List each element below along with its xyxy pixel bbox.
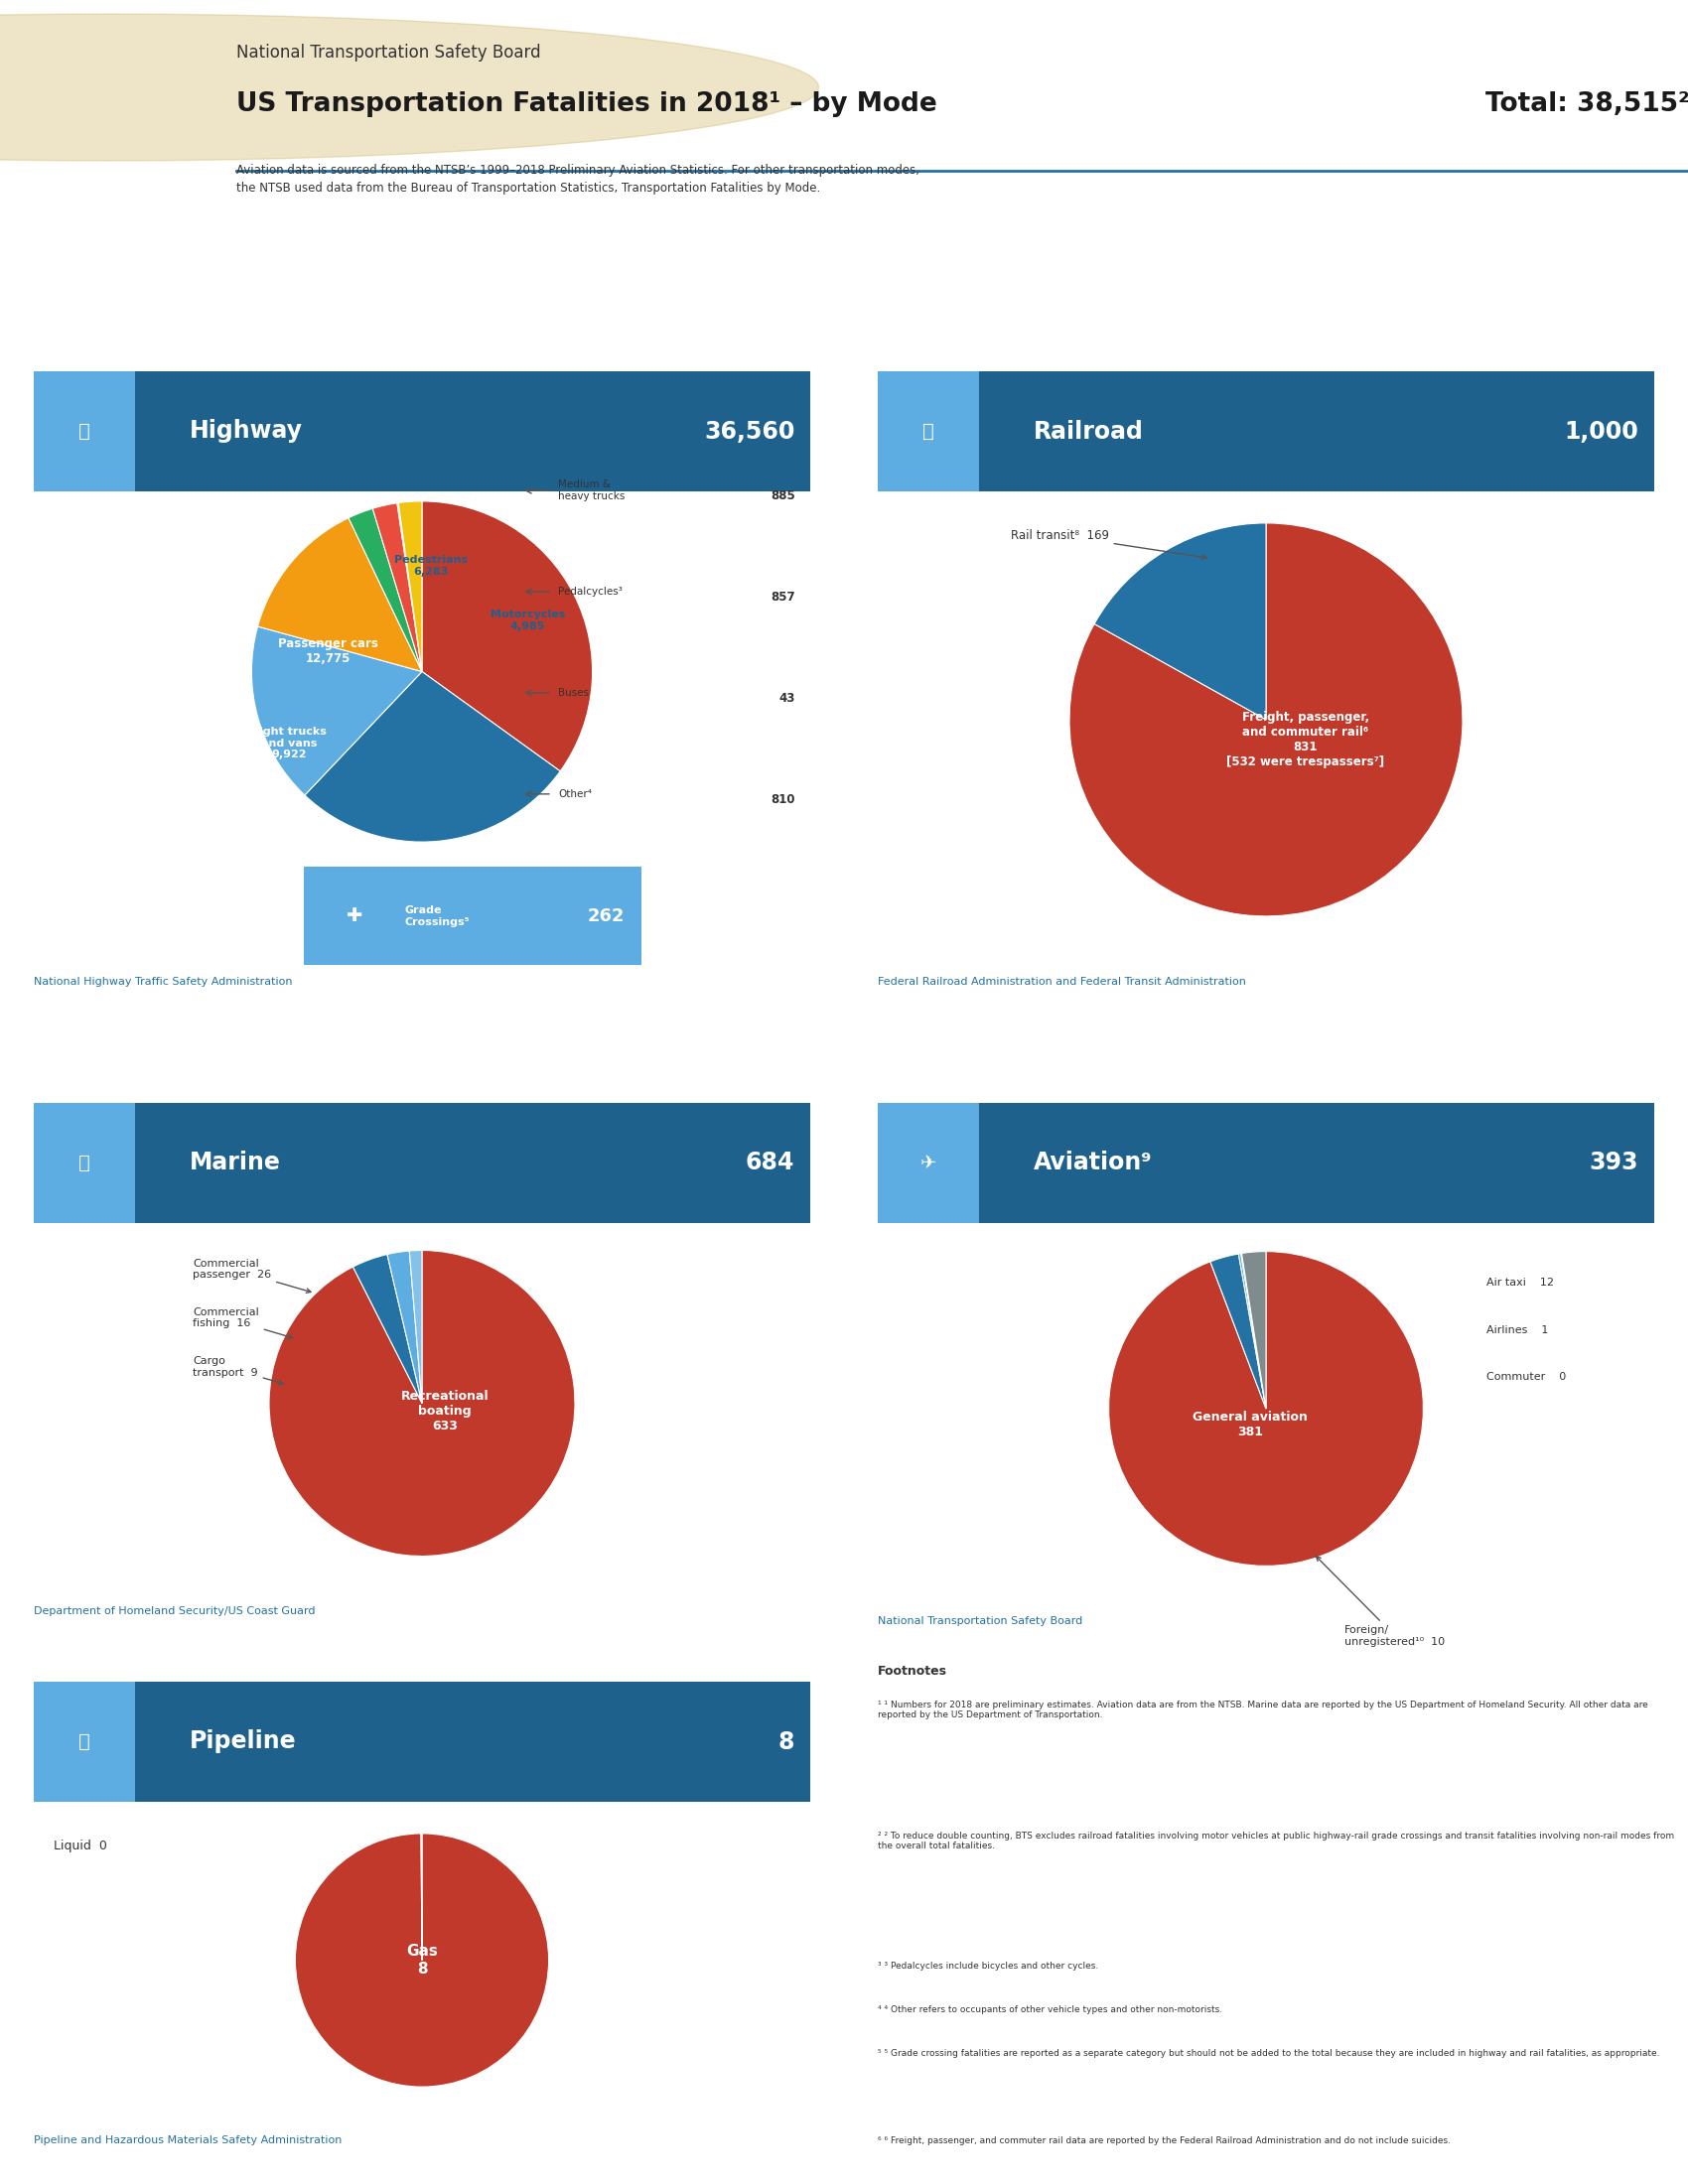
Text: Motorcycles
4,985: Motorcycles 4,985	[490, 609, 565, 631]
Text: 810: 810	[771, 793, 795, 806]
Text: Railroad: Railroad	[1033, 419, 1143, 443]
Text: 8: 8	[778, 1730, 795, 1754]
Text: ⁵ ⁵ Grade crossing fatalities are reported as a separate category but should not: ⁵ ⁵ Grade crossing fatalities are report…	[878, 2049, 1659, 2057]
FancyBboxPatch shape	[34, 1103, 135, 1223]
Text: ¹ ¹ Numbers for 2018 are preliminary estimates. Aviation data are from the NTSB.: ¹ ¹ Numbers for 2018 are preliminary est…	[878, 1699, 1647, 1719]
Text: ✈: ✈	[920, 1153, 937, 1173]
Wedge shape	[1109, 1251, 1423, 1566]
Text: Freight, passenger,
and commuter rail⁶
831
[532 were trespassers⁷]: Freight, passenger, and commuter rail⁶ 8…	[1225, 710, 1384, 769]
FancyBboxPatch shape	[135, 371, 810, 491]
Text: Total: 38,515²: Total: 38,515²	[1485, 92, 1688, 116]
Text: ² ² To reduce double counting, BTS excludes railroad fatalities involving motor : ² ² To reduce double counting, BTS exclu…	[878, 1830, 1674, 1850]
Wedge shape	[348, 509, 422, 673]
Text: Pipeline: Pipeline	[189, 1730, 295, 1754]
Wedge shape	[410, 1249, 422, 1404]
Text: Gas
8: Gas 8	[407, 1944, 437, 1977]
Wedge shape	[373, 502, 422, 673]
Text: Grade
Crossings⁵: Grade Crossings⁵	[405, 906, 471, 926]
Text: Commercial
fishing  16: Commercial fishing 16	[192, 1308, 292, 1339]
Text: 885: 885	[770, 489, 795, 502]
Text: Highway: Highway	[189, 419, 302, 443]
Text: 1,000: 1,000	[1565, 419, 1639, 443]
Text: 262: 262	[587, 906, 625, 926]
Wedge shape	[398, 502, 422, 673]
Text: Other⁴: Other⁴	[559, 788, 592, 799]
FancyBboxPatch shape	[878, 371, 979, 491]
Text: Department of Homeland Security/US Coast Guard: Department of Homeland Security/US Coast…	[34, 1605, 316, 1616]
Text: 857: 857	[771, 590, 795, 603]
Text: General aviation
381: General aviation 381	[1193, 1411, 1308, 1439]
Text: National Highway Traffic Safety Administration: National Highway Traffic Safety Administ…	[34, 976, 292, 987]
Text: 36,560: 36,560	[704, 419, 795, 443]
Text: 684: 684	[746, 1151, 795, 1175]
Wedge shape	[1210, 1254, 1266, 1409]
Wedge shape	[1070, 522, 1462, 915]
Text: Liquid  0: Liquid 0	[54, 1839, 108, 1852]
FancyBboxPatch shape	[34, 1682, 135, 1802]
FancyBboxPatch shape	[979, 1103, 1654, 1223]
Text: Commuter    0: Commuter 0	[1485, 1372, 1566, 1382]
FancyBboxPatch shape	[135, 1682, 810, 1802]
Text: Light trucks
and vans
9,922: Light trucks and vans 9,922	[252, 727, 326, 760]
Text: 43: 43	[778, 692, 795, 705]
Text: ⛵: ⛵	[78, 1153, 89, 1173]
Text: Foreign/
unregistered¹⁰  10: Foreign/ unregistered¹⁰ 10	[1317, 1557, 1445, 1647]
Text: Marine: Marine	[189, 1151, 280, 1175]
Wedge shape	[252, 627, 422, 795]
Text: Medium &
heavy trucks: Medium & heavy trucks	[559, 480, 625, 502]
Text: Rail transit⁸  169: Rail transit⁸ 169	[1011, 529, 1207, 559]
Text: Aviation data is sourced from the NTSB’s 1999–2018 Preliminary Aviation Statisti: Aviation data is sourced from the NTSB’s…	[236, 164, 920, 194]
FancyBboxPatch shape	[979, 371, 1654, 491]
Text: Passenger cars
12,775: Passenger cars 12,775	[279, 638, 378, 666]
FancyBboxPatch shape	[878, 1103, 979, 1223]
Text: ⁶ ⁶ Freight, passenger, and commuter rail data are reported by the Federal Railr: ⁶ ⁶ Freight, passenger, and commuter rai…	[878, 2136, 1450, 2145]
Text: 393: 393	[1590, 1151, 1639, 1175]
Wedge shape	[1241, 1254, 1266, 1409]
Wedge shape	[422, 502, 592, 771]
Wedge shape	[353, 1254, 422, 1404]
Text: Pedalcycles³: Pedalcycles³	[559, 587, 623, 596]
Text: Air taxi    12: Air taxi 12	[1485, 1278, 1553, 1289]
Text: Airlines    1: Airlines 1	[1485, 1326, 1548, 1334]
Text: Recreational
boating
633: Recreational boating 633	[402, 1389, 490, 1433]
Text: Commercial
passenger  26: Commercial passenger 26	[192, 1258, 311, 1293]
Text: ⁴ ⁴ Other refers to occupants of other vehicle types and other non-motorists.: ⁴ ⁴ Other refers to occupants of other v…	[878, 2005, 1222, 2014]
Text: Pipeline and Hazardous Materials Safety Administration: Pipeline and Hazardous Materials Safety …	[34, 2136, 343, 2145]
Wedge shape	[387, 1251, 422, 1404]
Text: ✚: ✚	[346, 906, 363, 926]
Text: Aviation⁹: Aviation⁹	[1033, 1151, 1151, 1175]
Text: 🚗: 🚗	[78, 422, 89, 441]
Wedge shape	[268, 1249, 576, 1555]
Text: National Transportation Safety Board: National Transportation Safety Board	[878, 1616, 1082, 1627]
Wedge shape	[1242, 1251, 1266, 1409]
Wedge shape	[306, 673, 560, 841]
Text: National Transportation Safety Board: National Transportation Safety Board	[236, 44, 540, 61]
Circle shape	[0, 13, 819, 162]
Text: Footnotes: Footnotes	[878, 1664, 947, 1677]
Text: Federal Railroad Administration and Federal Transit Administration: Federal Railroad Administration and Fede…	[878, 976, 1246, 987]
Wedge shape	[258, 518, 422, 673]
Wedge shape	[1239, 1254, 1266, 1409]
Text: US Transportation Fatalities in 2018¹ – by Mode: US Transportation Fatalities in 2018¹ – …	[236, 92, 937, 116]
Text: ³ ³ Pedalcycles include bicycles and other cycles.: ³ ³ Pedalcycles include bicycles and oth…	[878, 1961, 1099, 1970]
FancyBboxPatch shape	[135, 1103, 810, 1223]
Wedge shape	[295, 1835, 549, 2088]
FancyBboxPatch shape	[304, 867, 641, 965]
Wedge shape	[1094, 522, 1266, 719]
Text: 🔧: 🔧	[78, 1732, 89, 1752]
Text: 🚂: 🚂	[922, 422, 933, 441]
Text: Pedestrians
6,283: Pedestrians 6,283	[393, 555, 468, 577]
Text: Buses: Buses	[559, 688, 589, 699]
FancyBboxPatch shape	[34, 371, 135, 491]
Wedge shape	[397, 502, 422, 673]
Text: Cargo
transport  9: Cargo transport 9	[192, 1356, 284, 1385]
